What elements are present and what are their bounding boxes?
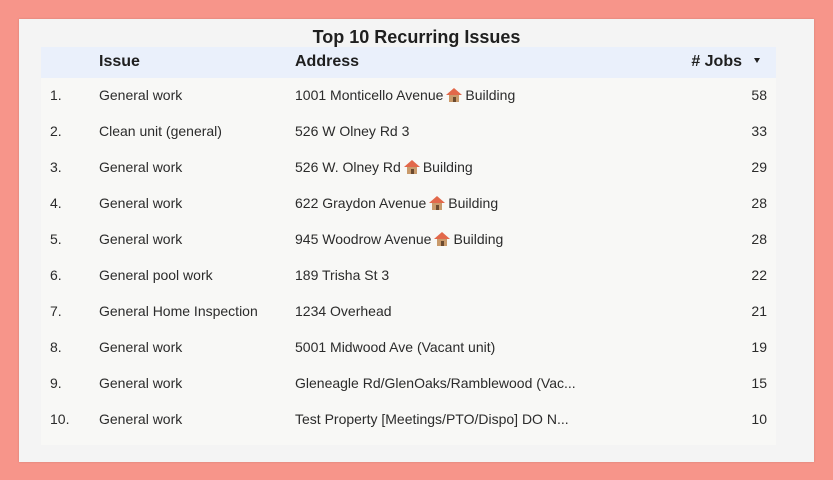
table-row[interactable]: 10. General work Test Property [Meetings/P… <box>41 402 776 438</box>
column-header-issue[interactable]: Issue <box>99 53 140 70</box>
report-frame: Top 10 Recurring Issues Issue Address # … <box>19 19 814 462</box>
row-jobs-count: 33 <box>751 123 767 139</box>
row-jobs-count: 22 <box>751 267 767 283</box>
row-index: 2. <box>50 123 62 139</box>
row-address-text: 5001 Midwood Ave (Vacant unit) <box>295 339 496 355</box>
row-address: Gleneagle Rd/GlenOaks/Ramblewood (Vac... <box>295 375 576 391</box>
column-header-address[interactable]: Address <box>295 53 360 70</box>
row-address-text: 1001 Monticello Avenue <box>295 87 444 103</box>
row-issue: General work <box>99 339 183 355</box>
table-row[interactable]: 5. General work 945 Woodrow Avenue Building… <box>41 222 776 258</box>
column-header-jobs[interactable]: # Jobs <box>691 53 742 70</box>
row-address: 622 Graydon Avenue Building <box>295 195 498 211</box>
row-address-text: Gleneagle Rd/GlenOaks/Ramblewood (Vac... <box>295 375 576 391</box>
row-address-text: 1234 Overhead <box>295 303 392 319</box>
row-issue: General work <box>99 375 183 391</box>
house-icon <box>429 196 446 210</box>
row-jobs-count: 21 <box>751 303 767 319</box>
row-index: 10. <box>50 411 70 427</box>
row-index: 1. <box>50 87 62 103</box>
table-title: Top 10 Recurring Issues <box>312 27 521 47</box>
row-address: 526 W. Olney Rd Building <box>295 159 473 175</box>
row-address: 189 Trisha St 3 <box>295 267 389 283</box>
row-jobs-count: 29 <box>751 159 767 175</box>
row-address-tag: Building <box>448 195 499 211</box>
row-address: 5001 Midwood Ave (Vacant unit) <box>295 339 495 355</box>
table-row[interactable]: 9. General work Gleneagle Rd/GlenOaks/Ramb… <box>41 366 776 402</box>
row-issue: General work <box>99 87 183 103</box>
row-address-text: 526 W Olney Rd 3 <box>295 123 410 139</box>
row-address-tag: Building <box>422 159 473 175</box>
row-index: 3. <box>50 159 62 175</box>
row-jobs-count: 28 <box>751 195 767 211</box>
row-address-text: 622 Graydon Avenue <box>295 195 427 211</box>
row-issue: General Home Inspection <box>99 303 258 319</box>
row-issue: General pool work <box>99 267 213 283</box>
table-row[interactable]: 1. General work 1001 Monticello Avenue Buil… <box>41 78 776 114</box>
row-address-tag: Building <box>465 87 516 103</box>
table-row[interactable]: 7. General Home Inspection 1234 Overhead 21 <box>41 294 776 330</box>
row-jobs-count: 19 <box>751 339 767 355</box>
row-issue: General work <box>99 195 183 211</box>
table-row[interactable]: 8. General work 5001 Midwood Ave (Vacant u… <box>41 330 776 366</box>
house-icon <box>434 232 451 246</box>
row-index: 7. <box>50 303 62 319</box>
table-row[interactable]: 4. General work 622 Graydon Avenue Building… <box>41 186 776 222</box>
row-address: 526 W Olney Rd 3 <box>295 123 409 139</box>
row-address: 1234 Overhead <box>295 303 392 319</box>
row-index: 6. <box>50 267 62 283</box>
row-index: 9. <box>50 375 62 391</box>
table-row[interactable]: 3. General work 526 W. Olney Rd Building 29 <box>41 150 776 186</box>
row-index: 8. <box>50 339 62 355</box>
table-row[interactable]: 2. Clean unit (general) 526 W Olney Rd 3 33 <box>41 114 776 150</box>
issues-table: Issue Address # Jobs 1. General work 1001 … <box>41 47 776 445</box>
row-issue: Clean unit (general) <box>99 123 222 139</box>
row-jobs-count: 10 <box>751 411 767 427</box>
row-address-text: 945 Woodrow Avenue <box>295 231 432 247</box>
row-issue: General work <box>99 411 183 427</box>
row-address: 945 Woodrow Avenue Building <box>295 231 503 247</box>
row-address-tag: Building <box>453 231 504 247</box>
row-index: 5. <box>50 231 62 247</box>
row-issue: General work <box>99 159 183 175</box>
row-index: 4. <box>50 195 62 211</box>
row-issue: General work <box>99 231 183 247</box>
row-address-text: 189 Trisha St 3 <box>295 267 390 283</box>
row-address: 1001 Monticello Avenue Building <box>295 87 515 103</box>
row-address-text: 526 W. Olney Rd <box>295 159 401 175</box>
row-jobs-count: 15 <box>751 375 767 391</box>
row-address: Test Property [Meetings/PTO/Dispo] DO N.… <box>295 411 569 427</box>
house-icon <box>446 88 463 102</box>
row-address-text: Test Property [Meetings/PTO/Dispo] DO N.… <box>295 411 569 427</box>
sort-descending-icon[interactable] <box>754 58 760 63</box>
table-header: Issue Address # Jobs <box>41 47 776 78</box>
house-icon <box>403 160 420 174</box>
row-jobs-count: 28 <box>751 231 767 247</box>
table-row[interactable]: 6. General pool work 189 Trisha St 3 22 <box>41 258 776 294</box>
row-jobs-count: 58 <box>751 87 767 103</box>
